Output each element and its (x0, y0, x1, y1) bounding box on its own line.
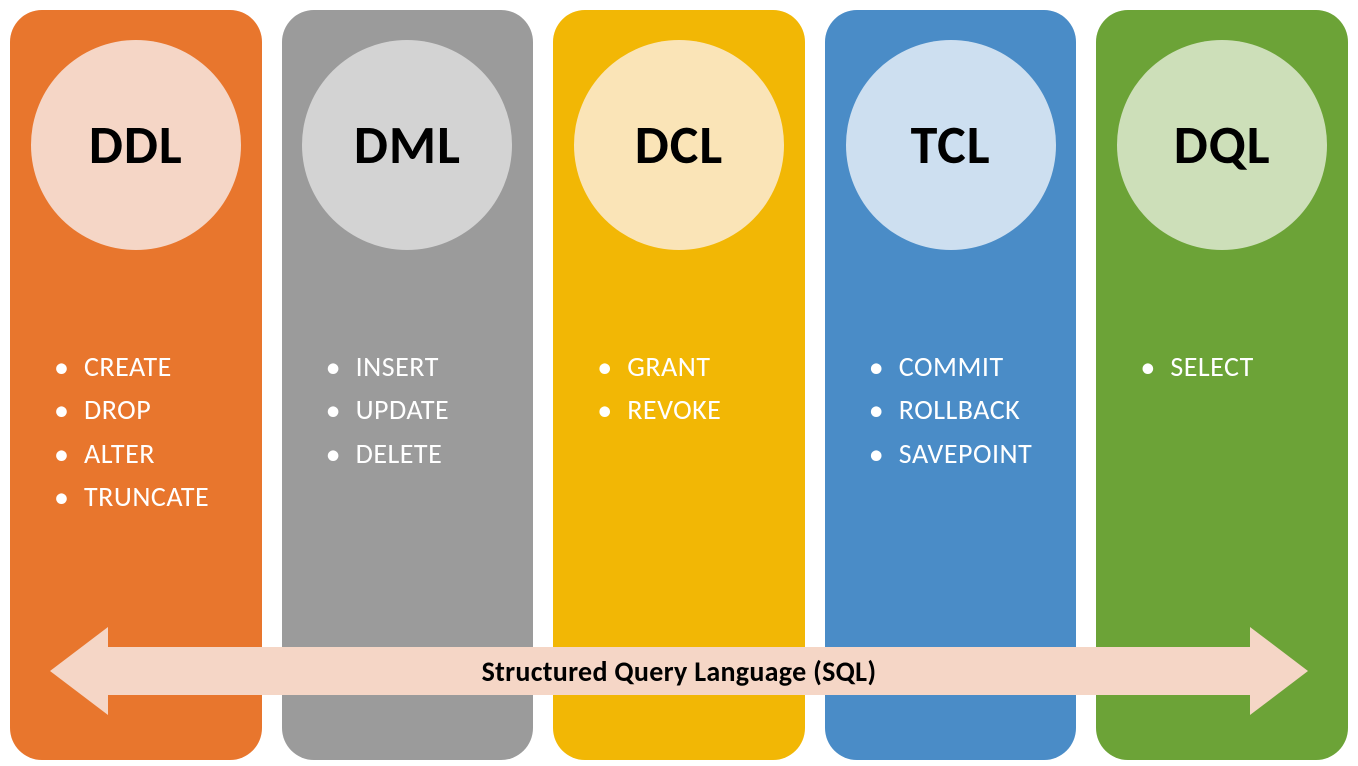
list-item: ALTER (54, 432, 242, 475)
title-tcl: TCL (911, 112, 991, 178)
items-dcl: GRANT REVOKE (553, 345, 805, 432)
list-item: ROLLBACK (869, 388, 1057, 431)
list-item: REVOKE (597, 388, 785, 431)
arrow-head-right-icon (1250, 627, 1308, 715)
list-item: DELETE (326, 432, 514, 475)
list-item: UPDATE (326, 388, 514, 431)
sql-arrow: Structured Query Language (SQL) (50, 627, 1308, 715)
title-dml: DML (354, 112, 461, 178)
list-item: SAVEPOINT (869, 432, 1057, 475)
list-item: SELECT (1140, 345, 1328, 388)
list-item: COMMIT (869, 345, 1057, 388)
title-dcl: DCL (635, 112, 723, 178)
arrow-bar: Structured Query Language (SQL) (108, 647, 1250, 695)
list-item: GRANT (597, 345, 785, 388)
list-item: DROP (54, 388, 242, 431)
circle-ddl: DDL (31, 40, 241, 250)
list-item: CREATE (54, 345, 242, 388)
circle-dql: DQL (1117, 40, 1327, 250)
title-dql: DQL (1174, 112, 1271, 178)
circle-dcl: DCL (574, 40, 784, 250)
arrow-label: Structured Query Language (SQL) (482, 654, 877, 689)
items-tcl: COMMIT ROLLBACK SAVEPOINT (825, 345, 1077, 475)
arrow-head-left-icon (50, 627, 108, 715)
list-item: INSERT (326, 345, 514, 388)
title-ddl: DDL (89, 112, 183, 178)
circle-dml: DML (302, 40, 512, 250)
circle-tcl: TCL (846, 40, 1056, 250)
items-dml: INSERT UPDATE DELETE (282, 345, 534, 475)
list-item: TRUNCATE (54, 475, 242, 518)
items-ddl: CREATE DROP ALTER TRUNCATE (10, 345, 262, 519)
items-dql: SELECT (1096, 345, 1348, 388)
